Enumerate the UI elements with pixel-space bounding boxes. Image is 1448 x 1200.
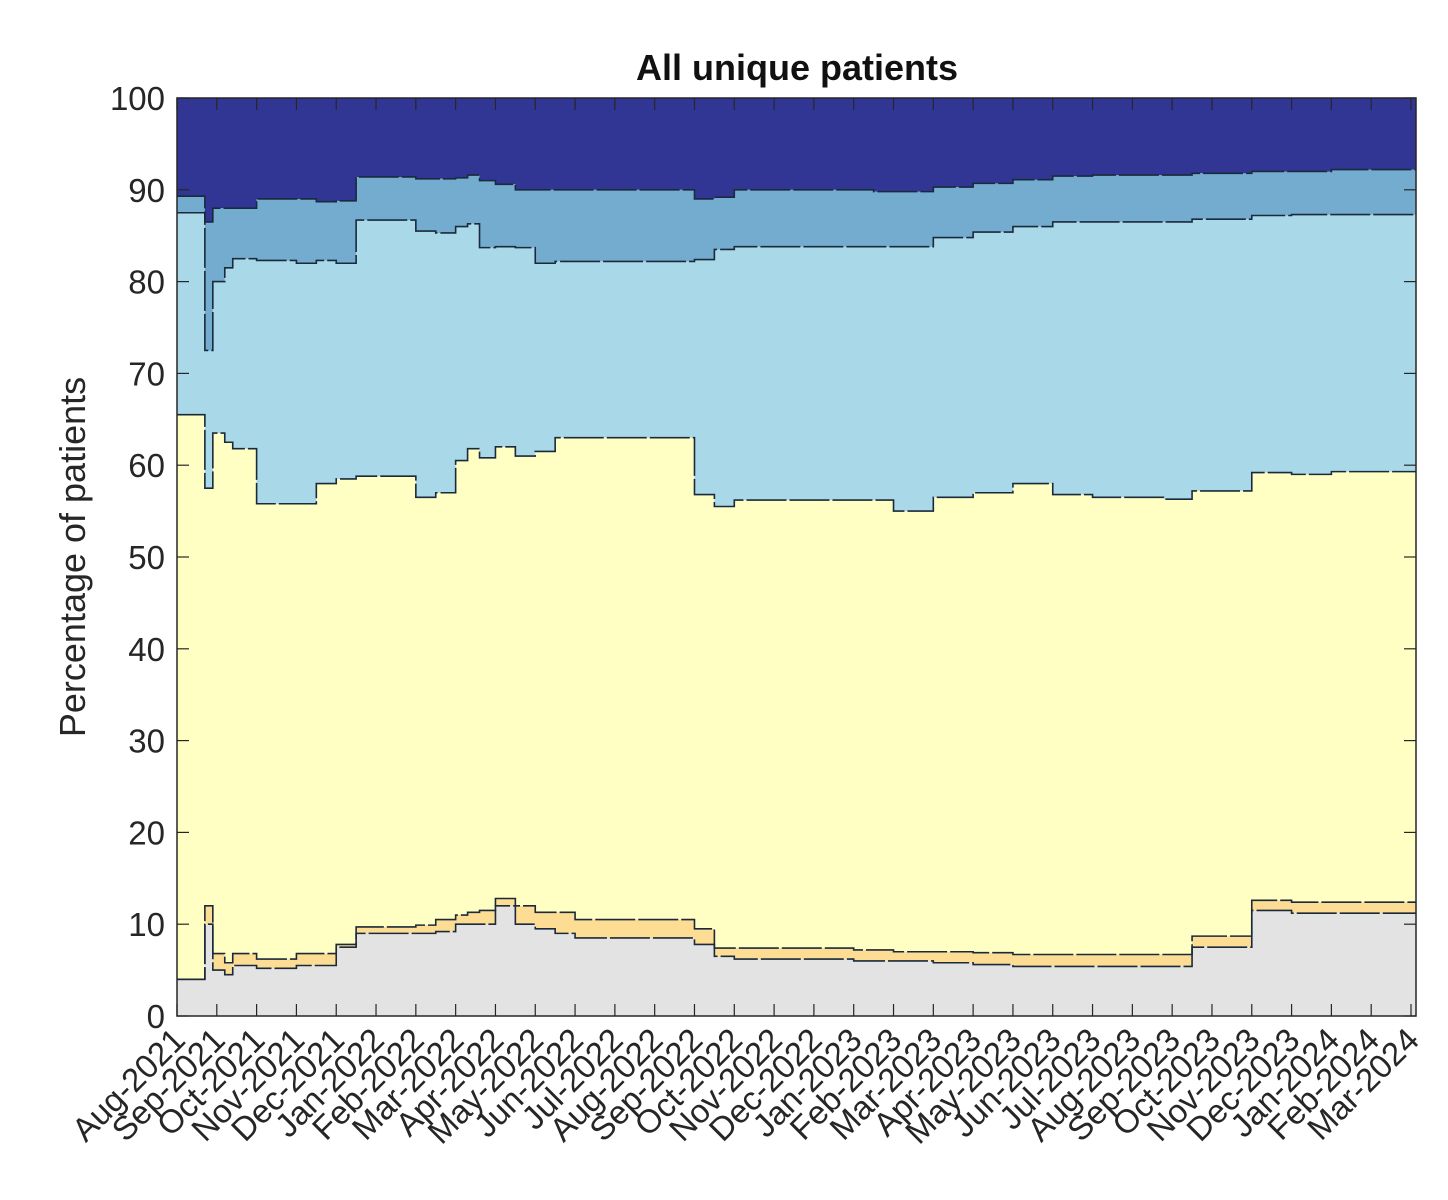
y-axis: 0 10 20 30 40 50 60 70 80 90 100 <box>110 80 1416 1035</box>
y-tick-label: 60 <box>128 447 165 484</box>
y-tick-label: 100 <box>110 80 165 117</box>
y-tick-label: 70 <box>128 355 165 392</box>
y-tick-label: 20 <box>128 814 165 851</box>
y-tick-label: 50 <box>128 539 165 576</box>
boundary-line-3 <box>177 413 1416 512</box>
chart-title: All unique patients <box>636 47 958 88</box>
area-layer-6 <box>177 98 1416 222</box>
y-tick-label: 10 <box>128 906 165 943</box>
boundary-line-4 <box>177 211 1416 352</box>
y-tick-label: 40 <box>128 631 165 668</box>
area-layer-2 <box>177 898 1416 980</box>
y-tick-label: 30 <box>128 723 165 760</box>
y-tick-label: 80 <box>128 264 165 301</box>
layer-boundary-lines <box>177 168 1416 981</box>
y-tick-label: 90 <box>128 172 165 209</box>
boundary-line-2 <box>177 897 1416 981</box>
area-layer-3 <box>177 414 1416 980</box>
y-axis-label: Percentage of patients <box>52 377 93 737</box>
area-layer-5 <box>177 169 1416 351</box>
boundary-line-5 <box>177 168 1416 223</box>
boundary-line-1 <box>177 905 1416 981</box>
area-layer-1 <box>177 905 1416 1016</box>
y-tick-label: 0 <box>147 998 165 1035</box>
stacked-area-layers <box>177 98 1416 1016</box>
area-layer-4 <box>177 212 1416 512</box>
